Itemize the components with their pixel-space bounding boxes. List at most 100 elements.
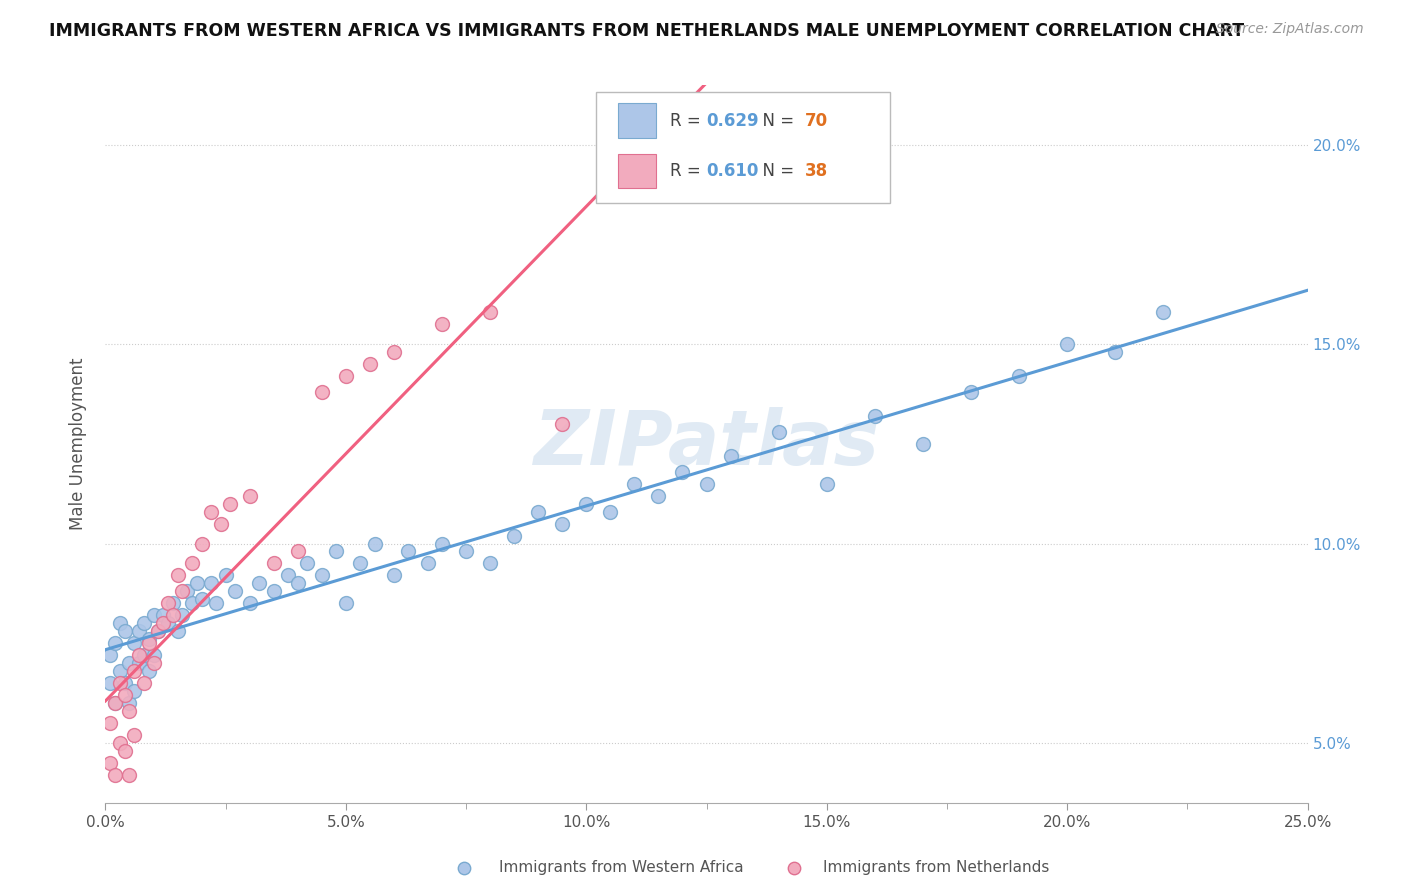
Point (124, 636, 146, 650)
Point (479, 305, 502, 319)
Point (359, 357, 381, 371)
Point (114, 688, 136, 702)
Point (287, 576, 309, 591)
Point (98, 716, 121, 731)
Point (430, 536, 453, 550)
FancyBboxPatch shape (596, 92, 890, 203)
Point (200, 505, 222, 519)
Point (335, 596, 357, 610)
Point (311, 568, 333, 582)
Text: IMMIGRANTS FROM WESTERN AFRICA VS IMMIGRANTS FROM NETHERLANDS MALE UNEMPLOYMENT : IMMIGRANTS FROM WESTERN AFRICA VS IMMIGR… (49, 22, 1244, 40)
Text: R =: R = (671, 112, 706, 129)
Text: 0.610: 0.610 (707, 162, 759, 180)
Point (416, 557, 439, 571)
Point (200, 576, 222, 591)
Point (142, 648, 165, 663)
Point (311, 384, 333, 399)
Text: Source: ZipAtlas.com: Source: ZipAtlas.com (1216, 22, 1364, 37)
Point (190, 536, 212, 550)
Text: 70: 70 (806, 112, 828, 129)
Text: N =: N = (752, 112, 800, 129)
Point (239, 596, 262, 610)
Point (104, 696, 127, 710)
Text: 38: 38 (806, 162, 828, 180)
Point (166, 568, 188, 582)
Y-axis label: Male Unemployment: Male Unemployment (69, 358, 87, 530)
Point (623, 476, 645, 491)
Point (152, 608, 174, 623)
Point (696, 476, 718, 491)
Point (205, 596, 228, 610)
Point (104, 768, 127, 782)
Point (181, 596, 204, 610)
Point (138, 664, 160, 678)
Point (382, 345, 405, 359)
Point (132, 648, 155, 663)
Point (114, 676, 136, 690)
Point (396, 544, 419, 558)
Point (138, 632, 160, 647)
Point (108, 676, 131, 690)
Point (335, 368, 357, 383)
Point (599, 505, 621, 519)
Point (176, 584, 198, 599)
Point (172, 608, 194, 623)
Point (118, 696, 141, 710)
Point (551, 417, 574, 431)
Point (124, 664, 146, 678)
Point (118, 704, 141, 718)
Point (132, 676, 155, 690)
Point (98, 756, 121, 770)
Point (647, 489, 669, 503)
Point (219, 497, 242, 511)
Point (453, 861, 475, 875)
Point (128, 648, 150, 663)
Point (162, 608, 184, 623)
Point (138, 636, 160, 650)
Point (128, 624, 150, 639)
Point (214, 568, 236, 582)
FancyBboxPatch shape (617, 153, 657, 188)
Point (108, 616, 131, 631)
Point (108, 736, 131, 750)
Point (124, 728, 146, 742)
Point (671, 465, 693, 479)
Point (239, 489, 262, 503)
Point (720, 449, 742, 463)
Text: Immigrants from Netherlands: Immigrants from Netherlands (823, 861, 1049, 875)
Point (162, 596, 184, 610)
Point (142, 656, 165, 670)
Point (768, 425, 790, 439)
Text: ZIPatlas: ZIPatlas (533, 407, 880, 481)
Point (132, 616, 155, 631)
Point (152, 616, 174, 631)
Point (527, 505, 550, 519)
Point (1104, 345, 1126, 359)
Point (479, 557, 502, 571)
Text: R =: R = (671, 162, 706, 180)
Point (960, 384, 983, 399)
Point (166, 624, 188, 639)
Point (148, 624, 170, 639)
Point (263, 584, 285, 599)
Point (124, 684, 146, 698)
Point (456, 544, 478, 558)
Point (503, 528, 526, 542)
Point (104, 696, 127, 710)
Point (863, 409, 886, 423)
Point (181, 557, 204, 571)
Point (551, 516, 574, 531)
Point (209, 516, 232, 531)
Point (1152, 305, 1174, 319)
Point (349, 557, 371, 571)
Point (104, 636, 127, 650)
Point (142, 608, 165, 623)
Point (247, 576, 270, 591)
Point (815, 476, 838, 491)
Point (382, 568, 405, 582)
Text: 0.629: 0.629 (707, 112, 759, 129)
Point (263, 557, 285, 571)
Point (277, 568, 299, 582)
Point (430, 317, 453, 331)
Point (108, 664, 131, 678)
